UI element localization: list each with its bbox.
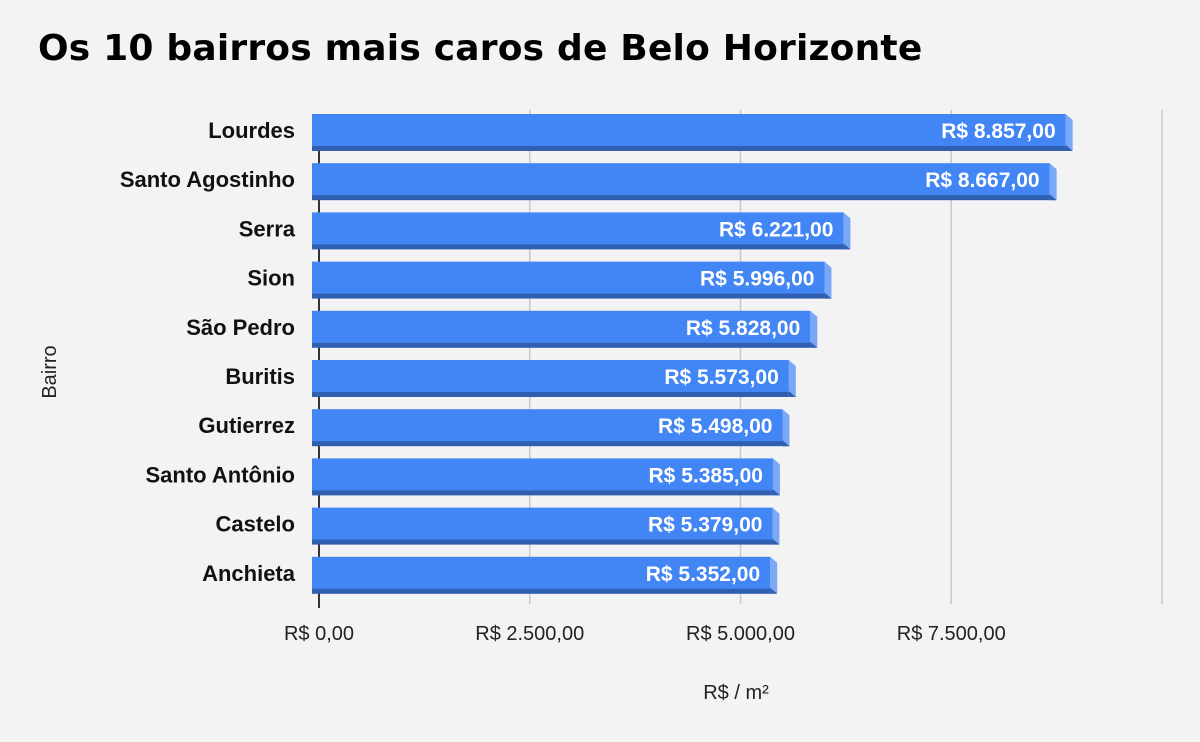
bar-side — [810, 310, 818, 348]
bar-shade — [312, 145, 1066, 151]
x-tick-label: R$ 2.500,00 — [475, 623, 584, 645]
bar — [312, 556, 771, 589]
bar-side-shade — [772, 489, 780, 496]
category-label: Buritis — [225, 364, 295, 389]
bar-side — [824, 261, 832, 299]
category-label: Castelo — [216, 512, 295, 537]
data-label: R$ 5.996,00 — [700, 268, 814, 291]
bar-side — [1049, 163, 1057, 201]
bar-shade — [312, 489, 773, 496]
bar — [312, 409, 783, 442]
data-label: R$ 5.498,00 — [658, 415, 772, 438]
data-label: R$ 5.385,00 — [649, 464, 763, 487]
bar-shade — [312, 243, 844, 250]
data-label: R$ 6.221,00 — [719, 218, 833, 241]
bar-side-shade — [824, 292, 832, 299]
bar-side — [788, 360, 796, 397]
data-label: R$ 5.573,00 — [664, 366, 778, 389]
bar — [312, 114, 1066, 146]
data-label: R$ 5.828,00 — [686, 317, 800, 340]
bar — [312, 458, 773, 491]
data-label: R$ 8.857,00 — [941, 120, 1055, 143]
bar-side-shade — [810, 341, 818, 348]
bar-side — [1065, 114, 1073, 151]
bar-side — [843, 212, 851, 250]
bar-side — [770, 556, 778, 594]
bar-shade — [312, 292, 825, 299]
category-label: Santo Antônio — [146, 462, 296, 487]
category-label: Anchieta — [202, 561, 296, 586]
bar-shade — [312, 194, 1050, 201]
bar-shade — [312, 440, 783, 447]
bar-shade — [312, 587, 771, 594]
bar-side-shade — [772, 538, 780, 545]
bar — [312, 360, 789, 392]
bar — [312, 261, 825, 294]
bar-side — [772, 458, 780, 496]
x-axis-title: R$ / m² — [703, 682, 769, 704]
bar-shade — [312, 391, 789, 397]
category-label: Gutierrez — [198, 413, 295, 438]
y-axis-title: Bairro — [39, 345, 61, 398]
chart-title: Os 10 bairros mais caros de Belo Horizon… — [38, 28, 923, 69]
bar-side-shade — [770, 587, 778, 594]
bar-side-shade — [1049, 194, 1057, 201]
bar — [312, 507, 773, 540]
data-label: R$ 5.379,00 — [648, 514, 762, 537]
data-label: R$ 5.352,00 — [646, 563, 760, 586]
data-label: R$ 8.667,00 — [925, 169, 1039, 192]
bar-shade — [312, 341, 811, 348]
bar-shade — [312, 538, 773, 545]
x-tick-label: R$ 7.500,00 — [897, 623, 1006, 645]
x-tick-label: R$ 0,00 — [284, 623, 354, 645]
bar-side-shade — [788, 391, 796, 397]
bar-side — [772, 507, 780, 545]
bar — [312, 163, 1050, 196]
bar — [312, 212, 844, 245]
bar-side-shade — [782, 440, 790, 447]
category-label: Lourdes — [208, 118, 295, 143]
category-label: Sion — [247, 266, 295, 291]
category-label: São Pedro — [186, 315, 295, 340]
bar-side-shade — [1065, 145, 1073, 151]
category-label: Serra — [239, 216, 296, 241]
x-tick-label: R$ 5.000,00 — [686, 623, 795, 645]
bar — [312, 310, 811, 343]
category-label: Santo Agostinho — [120, 167, 295, 192]
bar-side — [782, 409, 790, 447]
bar-side-shade — [843, 243, 851, 250]
